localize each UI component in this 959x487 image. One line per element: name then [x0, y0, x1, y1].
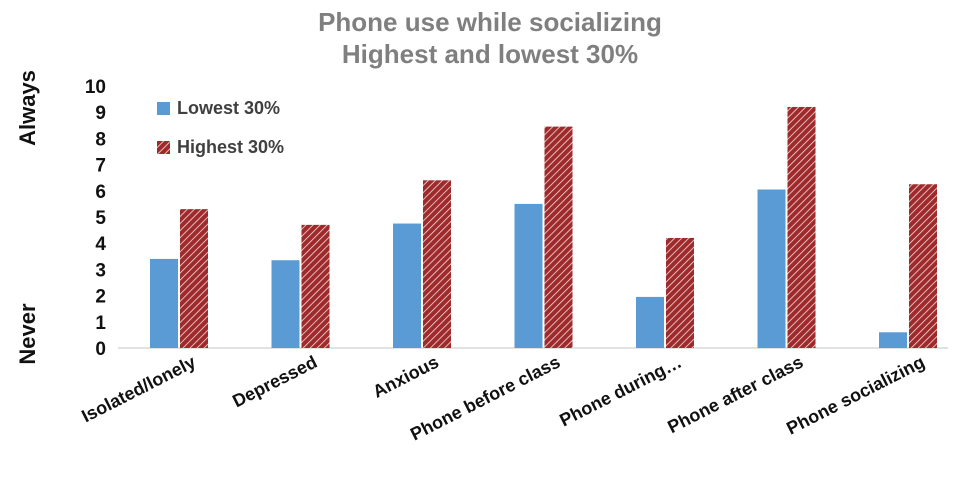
- bar-lowest-30: [757, 189, 786, 348]
- category-label: Depressed: [229, 352, 320, 412]
- y-tick-label: 7: [95, 156, 106, 177]
- bar-highest-30: [909, 184, 937, 348]
- bar-highest-30: [301, 224, 330, 348]
- category-label: Phone socializing: [783, 352, 928, 439]
- y-tick-label: 0: [95, 339, 106, 360]
- y-label-bottom: Never: [15, 303, 40, 365]
- y-tick-label: 6: [95, 182, 106, 203]
- bar-lowest-30: [514, 203, 543, 348]
- category-label: Isolated/lonely: [78, 352, 198, 427]
- y-tick-label: 4: [95, 234, 106, 255]
- bar-highest-30: [423, 180, 451, 348]
- bar-lowest-30: [636, 296, 664, 348]
- bar-highest-30: [180, 209, 208, 348]
- y-tick-label: 2: [95, 287, 106, 308]
- y-tick-label: 3: [95, 260, 106, 281]
- bar-lowest-30: [393, 223, 421, 348]
- legend: Lowest 30% Highest 30%: [157, 98, 284, 157]
- y-axis-ticks: 0 1 2 3 4 5 6 7 8 9 10: [85, 77, 107, 360]
- bar-lowest-30: [150, 258, 178, 348]
- y-tick-label: 1: [95, 313, 106, 334]
- bar-lowest-30: [271, 260, 300, 348]
- legend-swatch-highest: [157, 141, 170, 154]
- legend-label-highest: Highest 30%: [177, 137, 284, 157]
- chart-subtitle: Highest and lowest 30%: [342, 39, 638, 69]
- y-tick-label: 9: [95, 103, 106, 124]
- bar-highest-30: [544, 126, 573, 348]
- y-tick-label: 8: [95, 129, 106, 150]
- y-tick-label: 10: [85, 77, 106, 98]
- legend-label-lowest: Lowest 30%: [177, 98, 280, 118]
- y-label-top: Always: [15, 70, 40, 146]
- category-label: Anxious: [369, 352, 441, 402]
- chart-title: Phone use while socializing: [318, 7, 662, 37]
- y-tick-label: 5: [95, 208, 106, 229]
- bar-lowest-30: [879, 332, 907, 348]
- bar-highest-30: [666, 237, 694, 348]
- bar-highest-30: [787, 106, 816, 349]
- legend-swatch-lowest: [157, 102, 170, 115]
- bars-group: [150, 106, 937, 349]
